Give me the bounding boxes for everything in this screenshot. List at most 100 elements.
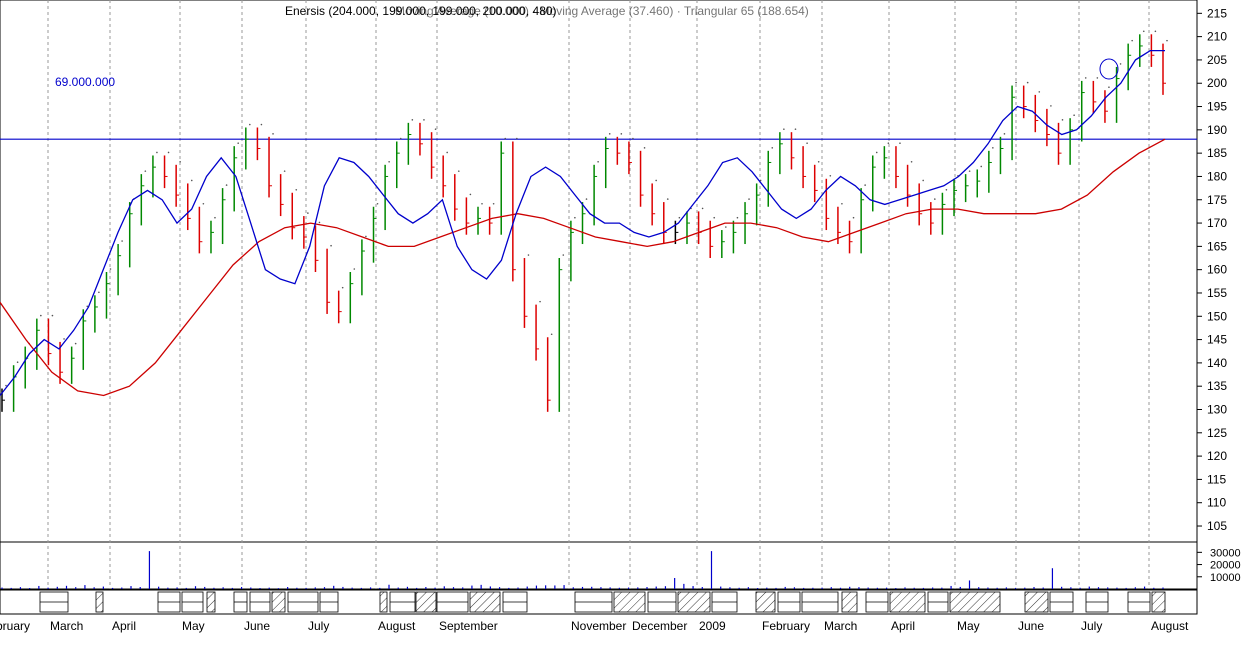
stop-dot [295,188,298,191]
stop-dot [1096,77,1099,79]
stop-dot [875,151,878,154]
y-tick-label: 195 [1207,100,1227,114]
stop-dot [806,142,808,144]
stop-dot [1050,105,1052,107]
stop-dot [1119,63,1122,65]
stop-dot [922,179,924,182]
stop-dot [1026,81,1029,84]
y-tick-label: 150 [1207,309,1227,323]
stop-dot [388,161,390,163]
stop-dot [156,151,158,154]
stop-dot [179,161,181,163]
stop-dot [608,133,611,135]
strip-block-hatched [889,591,926,613]
chart-title-overlay: Moving Average (10.000) · Moving Average… [395,4,809,18]
stop-dot [74,342,77,345]
strip-block-hatched [469,591,501,613]
stop-dot [214,216,216,219]
y-tick-label: 190 [1207,123,1227,137]
level-label: 69.000.000 [55,75,115,89]
stop-dot [632,137,634,140]
stop-dot [318,221,321,224]
x-tick-label: July [1081,619,1102,633]
price-bars [1,30,1168,412]
stop-dot [1038,91,1041,93]
x-tick-label: March [824,619,857,633]
stop-dot [469,193,472,196]
stop-dot [504,137,507,140]
stop-dot [574,216,576,219]
stop-dot [736,216,739,219]
stop-dot [759,179,762,182]
volume-tick-label: 30000 [1210,547,1241,559]
y-tick-label: 115 [1207,472,1226,486]
time-axis: bruary March April May June July August Septemb… [0,619,1189,633]
stop-dot [260,123,263,126]
stop-dot [550,333,553,336]
x-tick-label: August [1151,619,1189,633]
volume-tick-label: 20000 [1210,560,1241,572]
stop-dot [446,151,448,154]
stop-dot [249,123,251,126]
stop-dot [516,137,518,140]
stop-dot [585,198,588,200]
chart-title: Enersis (204.000, 199.000, 199.000, 200.… [285,4,557,18]
stop-dot [992,147,994,149]
y-tick-label: 210 [1207,30,1227,44]
price-panel [0,0,1198,543]
y-tick-label: 160 [1207,263,1227,277]
stop-dot [620,133,623,135]
stop-dot [980,165,983,168]
y-tick-label: 140 [1207,356,1227,370]
stop-dot [1084,77,1087,79]
stop-dot [701,207,704,210]
stop-dot [202,202,205,205]
y-tick-label: 170 [1207,216,1227,230]
stop-dot [492,202,495,205]
y-tick-label: 125 [1207,426,1227,440]
y-tick-label: 175 [1207,193,1227,207]
stop-dot [411,119,414,121]
strip-block-hatched [841,591,858,613]
stop-dot [1003,133,1006,135]
stop-dot [527,254,530,256]
y-tick-label: 155 [1207,286,1227,300]
stop-dot [783,128,785,130]
stop-dot [434,128,437,130]
stop-dot [945,188,948,191]
x-tick-label: July [308,619,329,633]
stop-dot [272,133,274,135]
stop-dot [365,235,367,238]
stop-dot [725,226,727,228]
x-tick-label: November [571,619,626,633]
stop-dot [86,305,89,308]
stop-dot [899,142,901,144]
stop-dot [1073,114,1075,116]
stop-dot [1154,30,1157,33]
stop-dot [307,212,309,214]
stop-dot [376,202,379,205]
stop-dot [887,142,890,144]
strip-block-hatched [206,591,216,613]
x-tick-label: June [1018,619,1044,633]
y-tick-label: 205 [1207,53,1227,67]
strip-block-hatched [613,591,646,613]
volume-bars [1,551,1164,589]
x-tick-label: 2009 [699,619,726,633]
volume-tick-label: 10000 [1210,572,1241,584]
strip-block-hatched [949,591,1001,613]
stop-dot [666,198,669,200]
stop-dot [5,384,7,387]
stop-dot [794,128,797,130]
stop-dot [841,202,843,205]
price-axis: 105 110 115 120 125 130 135 140 145 150 155 160 165 1… [1197,6,1227,533]
stop-dot [341,286,344,289]
stop-dot [655,179,657,182]
x-tick-label: December [632,619,687,633]
y-tick-label: 120 [1207,449,1227,463]
y-tick-label: 165 [1207,239,1227,253]
stop-dot [1015,81,1017,84]
stop-dot [829,174,832,177]
strip-block-hatched [415,591,437,613]
